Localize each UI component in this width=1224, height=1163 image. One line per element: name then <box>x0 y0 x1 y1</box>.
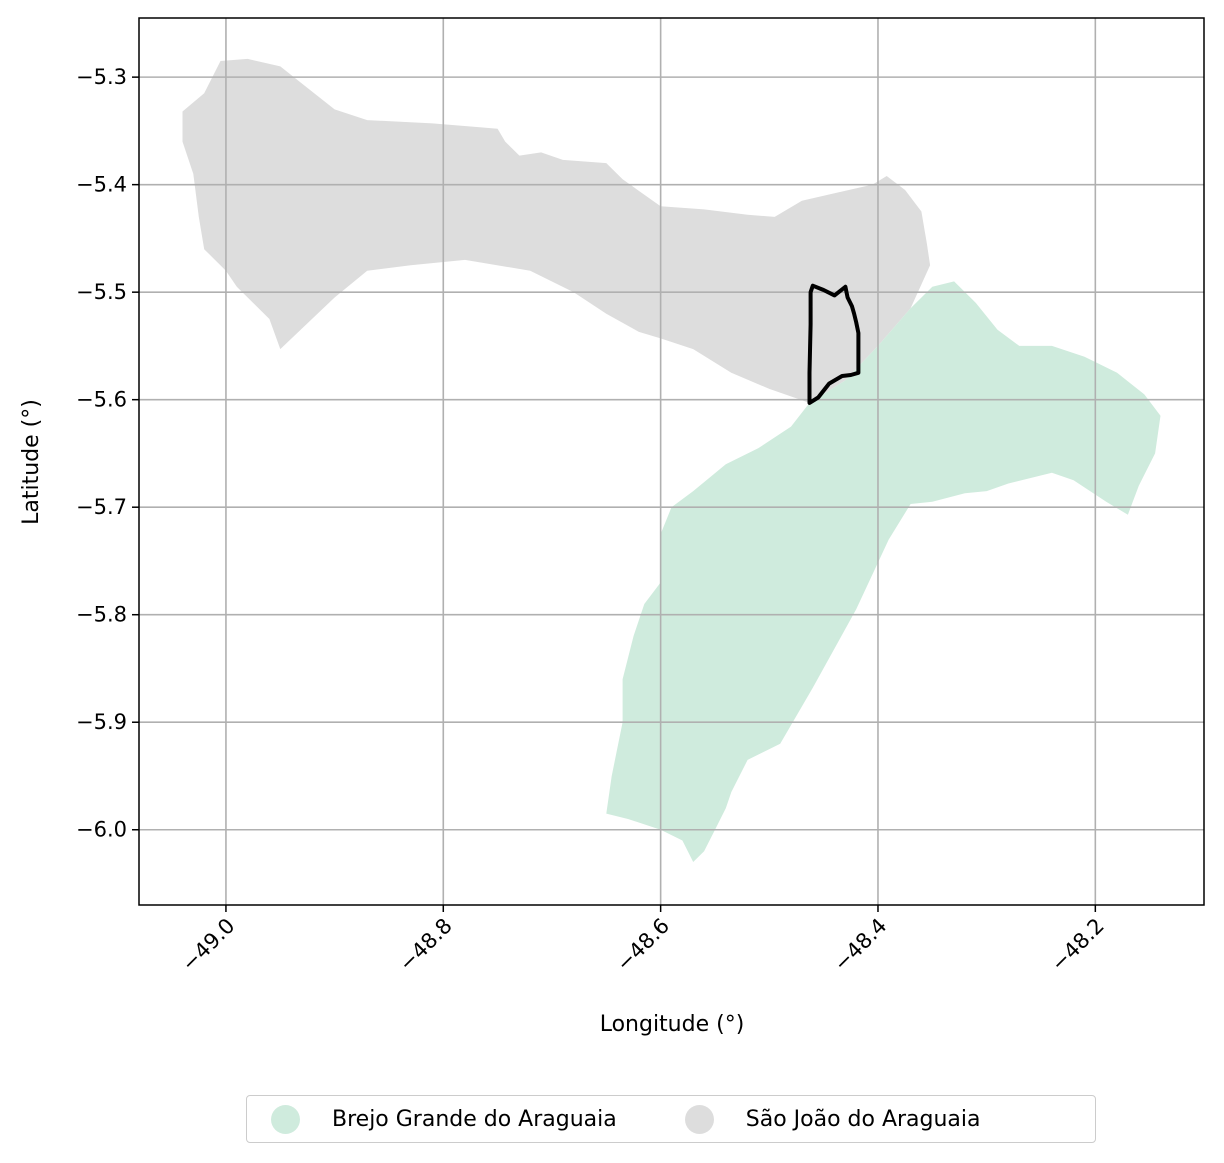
region-sao-joao-do-araguaia <box>182 58 931 403</box>
region-brejo-grande-do-araguaia <box>606 281 1161 862</box>
highlight-outline <box>807 283 861 405</box>
y-axis-label: Latitude (°) <box>19 399 44 525</box>
grid-lines <box>139 18 1204 905</box>
legend-marker-sao-joao-icon <box>684 1104 714 1134</box>
y-tick-label-2: −5.5 <box>76 280 127 304</box>
y-tick-label-5: −5.8 <box>76 603 127 627</box>
legend: Brejo Grande do Araguaia São João do Ara… <box>246 1095 1096 1143</box>
x-tick-label-3: −48.4 <box>829 914 891 976</box>
plot-frame <box>138 17 1205 906</box>
x-tick-label-0: −49.0 <box>177 914 239 976</box>
y-tick-label-0: −5.3 <box>76 65 127 89</box>
highlight-outline-layer <box>807 283 861 405</box>
legend-label-brejo-grande: Brejo Grande do Araguaia <box>332 1106 617 1132</box>
y-tick-label-7: −6.0 <box>76 818 127 842</box>
x-axis-label: Longitude (°) <box>600 1012 745 1037</box>
y-tick-label-4: −5.7 <box>76 495 127 519</box>
regions-layer <box>182 58 1161 862</box>
x-tick-label-1: −48.8 <box>394 914 456 976</box>
y-tick-label-1: −5.4 <box>76 173 127 197</box>
y-tick-label-6: −5.9 <box>76 710 127 734</box>
y-axis: −5.3 −5.4 −5.5 −5.6 −5.7 −5.8 −5.9 −6.0 <box>76 65 139 842</box>
x-tick-label-2: −48.6 <box>612 914 674 976</box>
y-tick-label-3: −5.6 <box>76 388 127 412</box>
x-axis: −49.0 −48.8 −48.6 −48.4 −48.2 <box>177 905 1109 976</box>
x-tick-label-4: −48.2 <box>1046 914 1108 976</box>
legend-item-sao-joao: São João do Araguaia <box>684 1104 981 1134</box>
legend-item-brejo-grande: Brejo Grande do Araguaia <box>271 1104 617 1134</box>
legend-marker-brejo-grande-icon <box>271 1104 300 1134</box>
legend-label-sao-joao: São João do Araguaia <box>745 1106 981 1132</box>
